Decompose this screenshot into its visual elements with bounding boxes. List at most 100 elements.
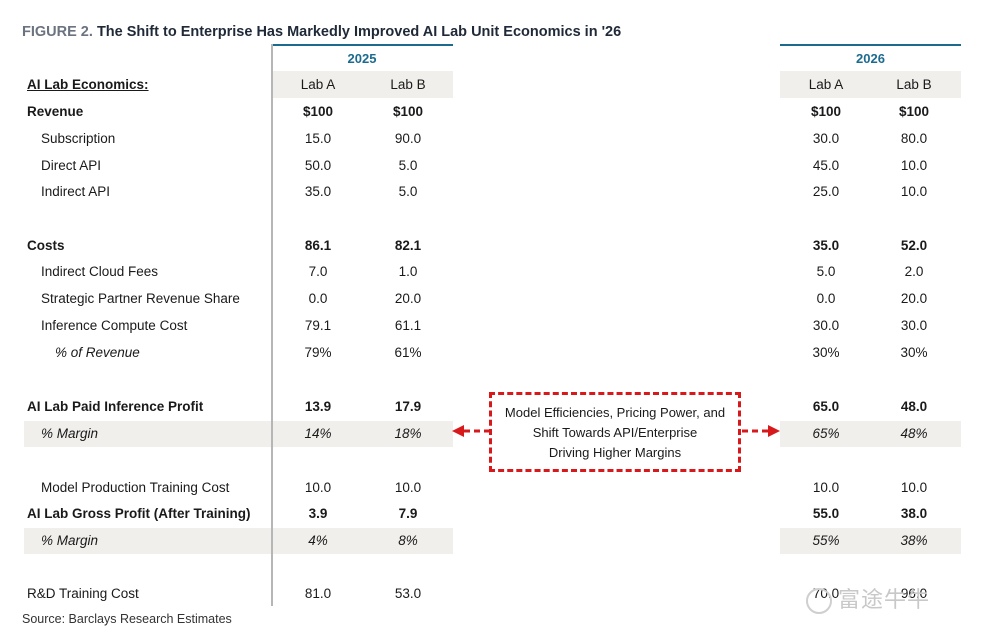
row-label-revenue: Revenue [27, 104, 84, 119]
row-label-pct-revenue: % of Revenue [55, 345, 140, 360]
training-cost-a-2026: 10.0 [812, 480, 840, 495]
row-label-costs: Costs [27, 238, 65, 253]
row-label-gross-profit: AI Lab Gross Profit (After Training) [27, 506, 251, 521]
inference-profit-a-2025: 13.9 [304, 399, 332, 414]
gross-profit-b-2025: 7.9 [398, 506, 418, 521]
margin-shade-2025 [24, 421, 453, 447]
row-label-indirect-cloud-fees: Indirect Cloud Fees [41, 264, 159, 279]
callout-box: Model Efficiencies, Pricing Power, and S… [489, 392, 741, 472]
costs-b-2025: 82.1 [394, 238, 422, 253]
figure-title: FIGURE 2. The Shift to Enterprise Has Ma… [22, 24, 621, 40]
partner-share-a-2025: 0.0 [308, 291, 328, 306]
training-cost-b-2025: 10.0 [394, 480, 422, 495]
row-label-inference-profit: AI Lab Paid Inference Profit [27, 399, 204, 414]
column-divider [271, 44, 273, 606]
header-shade-2025 [271, 71, 453, 98]
row-label-inference-compute: Inference Compute Cost [41, 318, 188, 333]
inference-margin-b-2026: 48% [900, 426, 928, 441]
cloud-fees-a-2026: 5.0 [816, 264, 836, 279]
figure-title-text: The Shift to Enterprise Has Markedly Imp… [96, 24, 622, 40]
indirect-api-b-2026: 10.0 [900, 184, 928, 199]
header-lab-a-2026: Lab A [808, 77, 844, 92]
pct-revenue-b-2026: 30% [900, 345, 928, 360]
table-header-label: AI Lab Economics: [27, 77, 149, 92]
cloud-fees-b-2025: 1.0 [398, 264, 418, 279]
inference-profit-b-2025: 17.9 [394, 399, 422, 414]
partner-share-b-2026: 20.0 [900, 291, 928, 306]
costs-b-2026: 52.0 [900, 238, 928, 253]
pct-revenue-a-2026: 30% [812, 345, 840, 360]
row-label-inference-margin: % Margin [41, 426, 99, 441]
costs-a-2026: 35.0 [812, 238, 840, 253]
revenue-b-2025: $100 [392, 104, 424, 119]
gross-profit-a-2025: 3.9 [308, 506, 328, 521]
subscription-a-2025: 15.0 [304, 131, 332, 146]
cloud-fees-a-2025: 7.0 [308, 264, 328, 279]
gross-margin-b-2026: 38% [900, 533, 928, 548]
row-label-gross-margin: % Margin [41, 533, 99, 548]
rd-training-b-2026: 96.0 [900, 586, 928, 601]
inference-margin-a-2026: 65% [812, 426, 840, 441]
gross-margin-shade-2025 [24, 528, 453, 554]
direct-api-b-2025: 5.0 [398, 158, 418, 173]
direct-api-a-2026: 45.0 [812, 158, 840, 173]
cloud-fees-b-2026: 2.0 [904, 264, 924, 279]
gross-profit-b-2026: 38.0 [900, 506, 928, 521]
inference-compute-b-2025: 61.1 [394, 318, 422, 333]
year-2025-bar [271, 44, 453, 46]
callout-line-3: Driving Higher Margins [548, 445, 682, 460]
gross-profit-a-2026: 55.0 [812, 506, 840, 521]
inference-compute-a-2025: 79.1 [304, 318, 332, 333]
gross-margin-shade-2026 [780, 528, 961, 554]
row-label-direct-api: Direct API [41, 158, 102, 173]
direct-api-b-2026: 10.0 [900, 158, 928, 173]
revenue-a-2026: $100 [810, 104, 842, 119]
subscription-b-2025: 90.0 [394, 131, 422, 146]
callout-line-2: Shift Towards API/Enterprise [532, 425, 698, 440]
row-label-rd-training: R&D Training Cost [27, 586, 139, 601]
inference-compute-a-2026: 30.0 [812, 318, 840, 333]
row-label-training-cost: Model Production Training Cost [41, 480, 230, 495]
row-label-indirect-api: Indirect API [41, 184, 111, 199]
subscription-a-2026: 30.0 [812, 131, 840, 146]
partner-share-b-2025: 20.0 [394, 291, 422, 306]
subscription-b-2026: 80.0 [900, 131, 928, 146]
header-lab-a-2025: Lab A [300, 77, 336, 92]
gross-margin-a-2025: 4% [308, 533, 328, 548]
pct-revenue-b-2025: 61% [394, 345, 422, 360]
callout-line-1: Model Efficiencies, Pricing Power, and [504, 405, 726, 420]
inference-compute-b-2026: 30.0 [900, 318, 928, 333]
year-2025-label: 2025 [347, 51, 377, 66]
revenue-b-2026: $100 [898, 104, 930, 119]
inference-margin-a-2025: 14% [304, 426, 332, 441]
header-lab-b-2025: Lab B [390, 77, 426, 92]
right-arrow-icon [742, 425, 780, 437]
rd-training-a-2025: 81.0 [304, 586, 332, 601]
pct-revenue-a-2025: 79% [304, 345, 332, 360]
watermark: 富途牛牛 [806, 582, 931, 615]
gross-margin-a-2026: 55% [812, 533, 840, 548]
revenue-a-2025: $100 [302, 104, 334, 119]
inference-profit-b-2026: 48.0 [900, 399, 928, 414]
watermark-text: 富途牛牛 [838, 587, 931, 612]
margin-shade-2026 [780, 421, 961, 447]
rd-training-b-2025: 53.0 [394, 586, 422, 601]
gross-margin-b-2025: 8% [398, 533, 418, 548]
header-lab-b-2026: Lab B [896, 77, 932, 92]
training-cost-b-2026: 10.0 [900, 480, 928, 495]
left-arrow-icon [452, 425, 490, 437]
watermark-logo-icon [806, 588, 832, 615]
figure-number: FIGURE 2. [22, 24, 93, 40]
indirect-api-a-2026: 25.0 [812, 184, 840, 199]
source-note: Source: Barclays Research Estimates [22, 612, 232, 626]
inference-profit-a-2026: 65.0 [812, 399, 840, 414]
training-cost-a-2025: 10.0 [304, 480, 332, 495]
inference-margin-b-2025: 18% [394, 426, 422, 441]
costs-a-2025: 86.1 [304, 238, 332, 253]
row-label-subscription: Subscription [41, 131, 116, 146]
indirect-api-b-2025: 5.0 [398, 184, 418, 199]
indirect-api-a-2025: 35.0 [304, 184, 332, 199]
header-shade-2026 [780, 71, 961, 98]
year-2026-bar [780, 44, 961, 46]
direct-api-a-2025: 50.0 [304, 158, 332, 173]
